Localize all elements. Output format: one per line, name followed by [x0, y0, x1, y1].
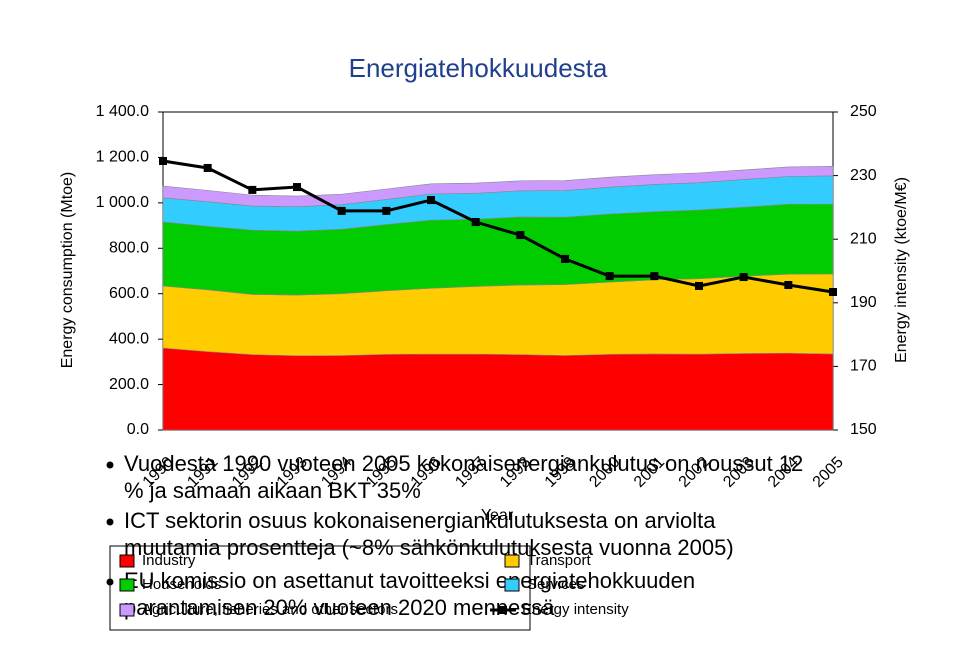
- legend-swatch: [119, 554, 135, 568]
- x-tick-label: 2005: [810, 454, 847, 491]
- area: [162, 347, 834, 431]
- slide-title: Energiatehokkuudesta: [349, 53, 608, 83]
- y-tick-label: 1 200.0: [96, 149, 149, 166]
- y-tick-label: 600.0: [109, 285, 149, 302]
- marker: [471, 218, 480, 227]
- y-axis-label: Energy consumption (Mtoe): [59, 172, 76, 369]
- marker: [293, 183, 301, 192]
- y2-axis-label: Energy intensity (ktoe/M€): [893, 177, 910, 363]
- y-tick-label: 1 400.0: [96, 103, 149, 120]
- line: [162, 159, 834, 294]
- y-tick-label: 1 000.0: [96, 194, 149, 211]
- bullet-text: Vuodesta 1990 vuoteen 2005 kokonaisenerg…: [124, 451, 803, 503]
- legend-label: Households: [142, 576, 221, 593]
- y-tick-label: 0.0: [127, 421, 149, 438]
- area: [162, 165, 834, 208]
- legend-swatch: [504, 554, 520, 568]
- marker: [784, 280, 793, 289]
- marker: [561, 254, 569, 263]
- x-axis-label: Year: [481, 507, 514, 524]
- bullet-dot: [106, 461, 114, 469]
- marker: [159, 156, 167, 165]
- marker: [337, 206, 346, 215]
- legend-swatch: [119, 578, 135, 592]
- marker: [739, 273, 748, 282]
- legend-box: [109, 545, 531, 631]
- bullet-text: EU komissio on asettanut tavoitteeksi en…: [124, 568, 695, 620]
- marker: [382, 206, 391, 215]
- y-tick-label: 800.0: [109, 240, 149, 257]
- marker: [427, 196, 435, 205]
- y-tick-label: 200.0: [109, 376, 149, 393]
- marker: [203, 163, 212, 172]
- marker: [829, 287, 837, 296]
- bullet-dot: [106, 518, 114, 526]
- y2-tick-label: 150: [850, 421, 877, 438]
- legend-label: Agriculture, fisheries and other sectors: [142, 601, 398, 618]
- marker: [650, 272, 659, 281]
- marker: [605, 272, 614, 281]
- marker: [516, 231, 525, 240]
- y2-tick-label: 170: [850, 358, 877, 375]
- legend-label: Energy intensity: [522, 601, 629, 618]
- y2-tick-label: 190: [850, 294, 877, 311]
- y2-tick-label: 230: [850, 167, 877, 184]
- marker: [248, 185, 257, 194]
- legend-label: Services: [527, 576, 585, 593]
- y2-tick-label: 210: [850, 230, 877, 247]
- y2-tick-label: 250: [850, 103, 877, 120]
- legend-label: Industry: [142, 552, 196, 569]
- bullet-text: ICT sektorin osuus kokonaisenergiankulut…: [124, 508, 734, 560]
- legend-swatch: [504, 578, 520, 592]
- marker: [695, 281, 703, 290]
- legend-swatch: [119, 603, 135, 617]
- legend-label: Transport: [527, 552, 591, 569]
- legend-marker: [499, 606, 507, 614]
- y-tick-label: 400.0: [109, 330, 149, 347]
